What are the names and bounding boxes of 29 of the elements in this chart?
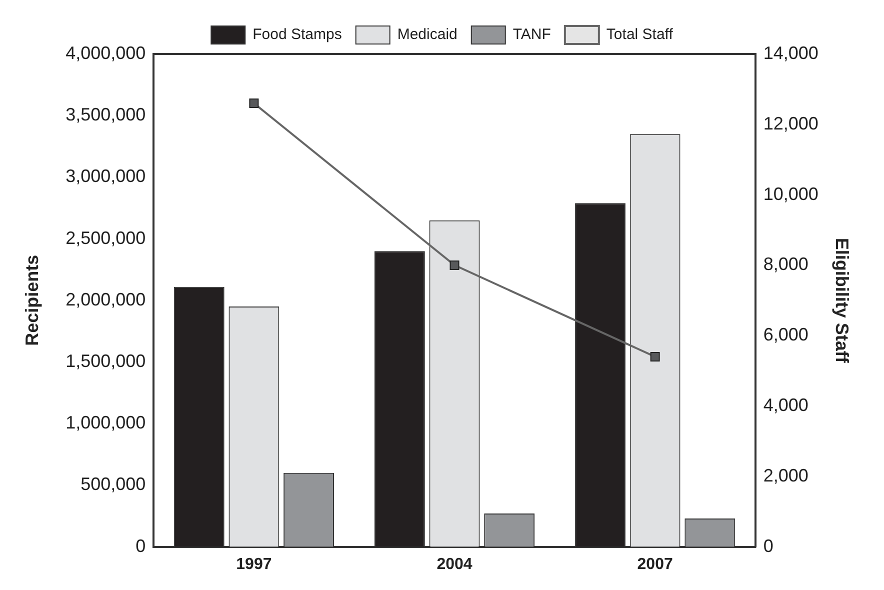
y-tick-label: 4,000,000	[66, 42, 146, 63]
y-tick-label: 3,000,000	[66, 166, 146, 186]
y2-axis-title: Eligibility Staff	[832, 238, 852, 364]
y-tick-label: 2,000,000	[66, 289, 146, 310]
y-tick-label: 500,000	[80, 474, 146, 494]
x-tick-label: 1997	[236, 556, 272, 573]
y2-tick-label: 4,000	[763, 394, 808, 415]
y-axis-title: Recipients	[22, 254, 42, 346]
y-tick-label: 3,500,000	[66, 104, 146, 125]
x-tick-label: 2004	[436, 556, 472, 573]
y2-tick-label: 12,000	[763, 113, 818, 134]
legend-label: Food Stamps	[252, 26, 342, 44]
y2-tick-label: 8,000	[763, 254, 808, 274]
y-tick-label: 0	[136, 536, 146, 556]
point	[249, 98, 259, 108]
point	[650, 352, 660, 362]
y2-tick-label: 2,000	[763, 465, 808, 486]
legend-label: TANF	[512, 26, 551, 44]
legend-label: Medicaid	[397, 26, 458, 44]
x-tick-label: 2007	[637, 556, 673, 573]
y-tick-label: 1,000,000	[66, 412, 146, 433]
point	[450, 260, 460, 270]
y2-tick-label: 0	[763, 536, 774, 556]
y-tick-label: 1,500,000	[66, 350, 146, 371]
y2-tick-label: 14,000	[763, 42, 818, 63]
y2-tick-label: 10,000	[763, 184, 818, 204]
y-tick-label: 2,500,000	[66, 228, 146, 248]
legend-label: Total Staff	[606, 26, 674, 44]
y2-tick-label: 6,000	[763, 324, 808, 345]
